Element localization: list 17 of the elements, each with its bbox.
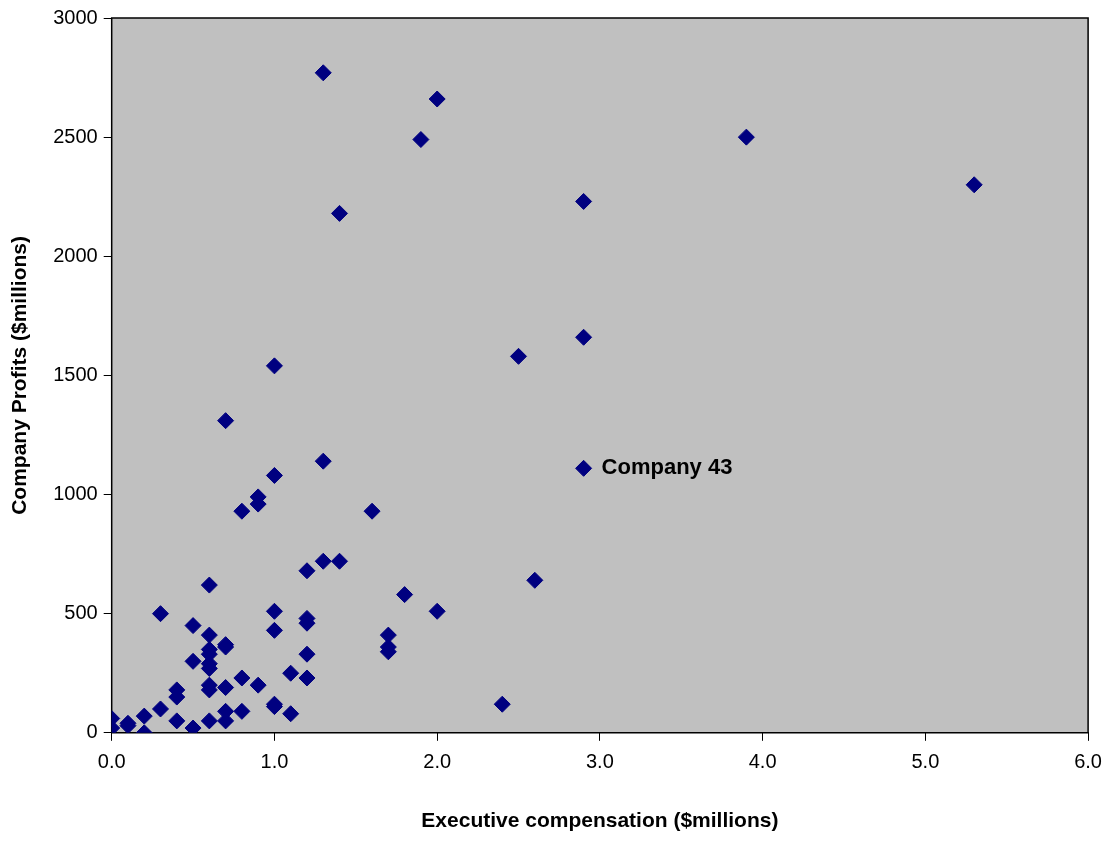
x-tick-label: 0.0 <box>97 750 126 773</box>
x-tick-label: 5.0 <box>911 750 940 773</box>
x-tick-label: 1.0 <box>260 750 289 773</box>
x-tick-label: 6.0 <box>1074 750 1102 773</box>
y-tick-label: 3000 <box>53 5 98 28</box>
y-tick-label: 500 <box>64 601 98 624</box>
y-axis-title: Company Profits ($millions) <box>7 235 31 515</box>
y-tick-label: 1500 <box>53 362 98 385</box>
y-tick-label: 2500 <box>53 124 98 147</box>
annotation: Company 43 <box>601 454 733 480</box>
y-tick-label: 0 <box>86 720 98 743</box>
x-axis-title: Executive compensation ($millions) <box>421 808 779 832</box>
y-tick-label: 1000 <box>53 482 98 505</box>
x-tick-label: 3.0 <box>585 750 614 773</box>
y-tick-label: 2000 <box>53 243 98 266</box>
x-tick-label: 2.0 <box>423 750 452 773</box>
x-tick-label: 4.0 <box>748 750 777 773</box>
